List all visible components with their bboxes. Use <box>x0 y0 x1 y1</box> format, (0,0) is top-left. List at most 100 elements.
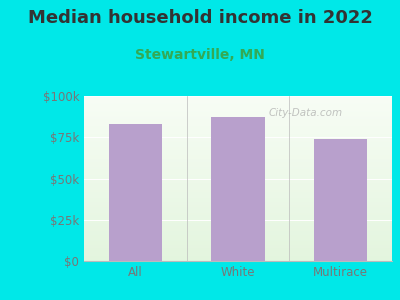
Bar <box>84 132 392 134</box>
Bar <box>84 206 392 208</box>
Bar <box>84 223 392 225</box>
Bar <box>84 208 392 210</box>
Text: Stewartville, MN: Stewartville, MN <box>135 48 265 62</box>
Bar <box>84 154 392 155</box>
Bar <box>84 190 392 192</box>
Bar <box>84 192 392 193</box>
Bar <box>84 126 392 127</box>
Bar <box>84 101 392 103</box>
Bar <box>84 216 392 218</box>
Bar <box>84 180 392 182</box>
Bar <box>84 139 392 140</box>
Bar <box>84 103 392 104</box>
Bar <box>84 160 392 162</box>
Bar <box>84 193 392 195</box>
Bar <box>84 137 392 139</box>
Bar <box>84 231 392 233</box>
Bar <box>84 213 392 215</box>
Bar <box>84 142 392 144</box>
Bar <box>84 134 392 136</box>
Bar <box>84 226 392 228</box>
Bar <box>84 149 392 150</box>
Bar <box>84 212 392 213</box>
Bar <box>84 244 392 246</box>
Bar <box>84 162 392 164</box>
Bar <box>84 238 392 239</box>
Bar <box>84 221 392 223</box>
Bar <box>84 173 392 175</box>
Bar <box>84 195 392 197</box>
Bar <box>84 253 392 254</box>
Bar <box>84 225 392 226</box>
Bar <box>84 177 392 178</box>
Bar <box>84 116 392 117</box>
Bar <box>84 147 392 149</box>
Bar <box>84 122 392 124</box>
Bar <box>84 165 392 167</box>
Bar <box>84 249 392 251</box>
Bar <box>84 152 392 154</box>
Bar <box>84 235 392 236</box>
Bar <box>84 239 392 241</box>
Bar <box>84 259 392 261</box>
Bar <box>84 198 392 200</box>
Bar <box>109 124 162 261</box>
Bar <box>84 99 392 101</box>
Bar <box>84 197 392 198</box>
Bar <box>84 106 392 107</box>
Bar <box>84 172 392 173</box>
Bar <box>84 200 392 202</box>
Bar <box>84 188 392 190</box>
Bar <box>84 169 392 170</box>
Bar <box>84 258 392 259</box>
Bar <box>84 202 392 203</box>
Bar <box>84 256 392 258</box>
Bar <box>84 246 392 248</box>
Text: City-Data.com: City-Data.com <box>269 107 343 118</box>
Bar <box>84 228 392 230</box>
Bar <box>84 251 392 253</box>
Bar <box>84 243 392 244</box>
Bar <box>84 178 392 180</box>
Bar <box>84 230 392 231</box>
Bar <box>84 210 392 212</box>
Bar <box>84 140 392 142</box>
Bar <box>84 236 392 238</box>
Bar <box>84 96 392 98</box>
Bar <box>84 220 392 221</box>
Bar <box>84 150 392 152</box>
Bar <box>84 130 392 132</box>
Bar <box>84 205 392 206</box>
Bar <box>84 146 392 147</box>
Bar <box>84 218 392 220</box>
Bar <box>84 183 392 185</box>
Bar <box>84 164 392 165</box>
Bar <box>84 127 392 129</box>
Text: Median household income in 2022: Median household income in 2022 <box>28 9 372 27</box>
Bar <box>84 182 392 183</box>
Bar <box>84 187 392 188</box>
Bar <box>84 117 392 119</box>
Bar <box>84 157 392 159</box>
Bar <box>84 159 392 160</box>
Bar <box>84 98 392 99</box>
Bar <box>84 254 392 256</box>
Bar <box>84 129 392 130</box>
Bar <box>84 112 392 114</box>
Bar <box>84 104 392 106</box>
Bar <box>84 144 392 146</box>
Bar <box>84 114 392 116</box>
Bar <box>84 215 392 216</box>
Bar <box>84 233 392 235</box>
Bar <box>84 121 392 122</box>
Bar <box>84 107 392 109</box>
Bar <box>84 175 392 177</box>
Bar <box>84 185 392 187</box>
Bar <box>84 124 392 126</box>
Bar <box>84 170 392 172</box>
Bar <box>84 203 392 205</box>
Bar <box>84 248 392 249</box>
Bar <box>84 241 392 243</box>
Bar <box>314 139 367 261</box>
Bar <box>84 167 392 169</box>
